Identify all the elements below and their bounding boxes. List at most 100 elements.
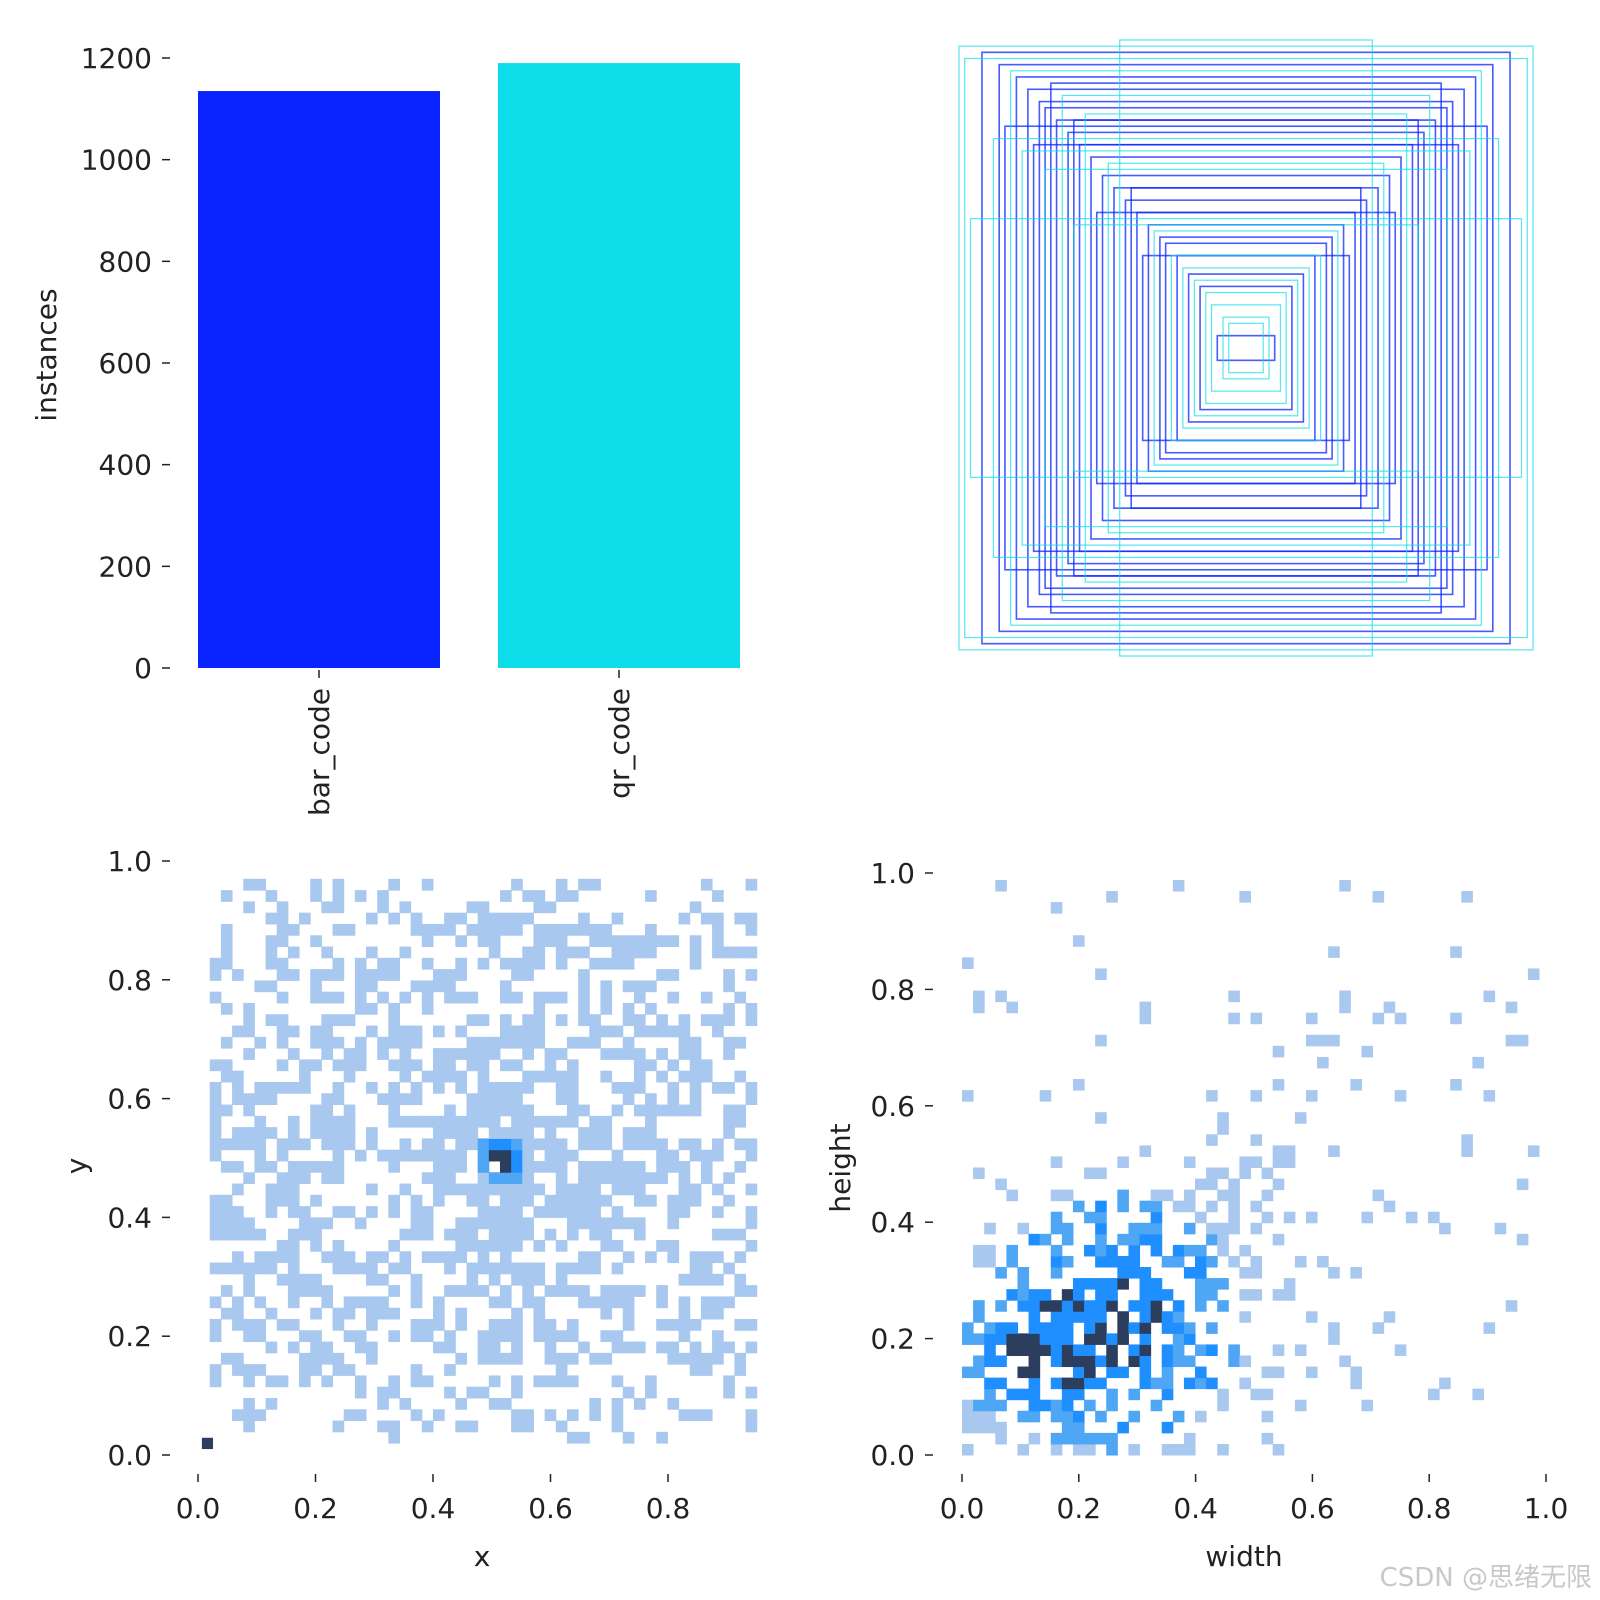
- heatmap-cell: [1173, 1444, 1185, 1456]
- heatmap-cell: [1017, 1367, 1029, 1379]
- heatmap-cell: [433, 1172, 445, 1184]
- heatmap-cell: [589, 958, 601, 970]
- heatmap-cell: [366, 1251, 378, 1263]
- heatmap-cell: [422, 1251, 434, 1263]
- heatmap-cell: [623, 1319, 635, 1331]
- heatmap-cell: [656, 1285, 668, 1297]
- heatmap-cell: [455, 1048, 467, 1060]
- heatmap-cell: [321, 947, 333, 959]
- heatmap-cell: [243, 1319, 255, 1331]
- heatmap-cell: [746, 1342, 758, 1354]
- box-outline-qr-code: [1045, 169, 1447, 526]
- heatmap-cell: [1151, 1234, 1163, 1246]
- heatmap-cell: [1262, 1411, 1274, 1423]
- heatmap-cell: [478, 1240, 490, 1252]
- heatmap-cell: [1140, 1289, 1152, 1301]
- heatmap-cell: [455, 1161, 467, 1173]
- box-outline-qr-code: [1085, 114, 1406, 582]
- heatmap-cell: [1128, 1389, 1140, 1401]
- heatmap-cell: [221, 1138, 233, 1150]
- heatmap-cell: [243, 879, 255, 891]
- heatmap-cell: [712, 1330, 724, 1342]
- heatmap-cell: [388, 913, 400, 925]
- heatmap-cell: [1062, 1256, 1074, 1268]
- heatmap-cell: [556, 935, 568, 947]
- heatmap-cell: [333, 1150, 345, 1162]
- heatmap-cell: [623, 1285, 635, 1297]
- heatmap-cell: [567, 1353, 579, 1365]
- heatmap-cell: [500, 1150, 512, 1162]
- heatmap-cell: [589, 1161, 601, 1173]
- heatmap-cell: [1339, 1002, 1351, 1014]
- class-count-bar-chart: 020040060080010001200 bar_code qr_code in…: [30, 42, 740, 816]
- heatmap-cell: [1273, 1179, 1285, 1191]
- heatmap-cell: [973, 1422, 985, 1434]
- heatmap-cell: [511, 913, 523, 925]
- heatmap-cell: [478, 924, 490, 936]
- heatmap-cell: [433, 1082, 445, 1094]
- heatmap-cell: [1128, 1245, 1140, 1257]
- heatmap-cell: [310, 1059, 322, 1071]
- heatmap-cell: [1273, 1156, 1285, 1168]
- heatmap-cell: [1173, 1322, 1185, 1334]
- heatmap-cell: [690, 1364, 702, 1376]
- heatmap-cell: [232, 1229, 244, 1241]
- heatmap-cell: [1140, 1355, 1152, 1367]
- heatmap-cell: [1184, 1156, 1196, 1168]
- heatmap-cell: [1250, 1256, 1262, 1268]
- heatmap-cell: [1461, 1134, 1473, 1146]
- bar-y-tick-label: 0: [134, 652, 152, 685]
- heatmap-cell: [567, 1409, 579, 1421]
- heatmap-cell: [1273, 1046, 1285, 1058]
- heatmap-cell: [545, 1059, 557, 1071]
- heatmap-cell: [411, 1285, 423, 1297]
- heatmap-cell: [254, 980, 266, 992]
- heatmap-cell: [355, 1048, 367, 1060]
- heatmap-cell: [511, 1172, 523, 1184]
- heatmap-cell: [690, 1263, 702, 1275]
- heatmap-cell: [1062, 1322, 1074, 1334]
- heatmap-cell: [1273, 1444, 1285, 1456]
- heatmap-cell: [299, 1364, 311, 1376]
- heatmap-cell: [589, 1409, 601, 1421]
- heatmap-cell: [1128, 1411, 1140, 1423]
- heatmap-cell: [556, 1161, 568, 1173]
- heatmap-cell: [623, 1082, 635, 1094]
- heatmap-cell: [333, 969, 345, 981]
- heatmap-cell: [1140, 1322, 1152, 1334]
- heatmap-cell: [266, 958, 278, 970]
- heatmap-cell: [600, 1308, 612, 1320]
- heatmap-cell: [600, 1138, 612, 1150]
- heatmap-cell: [277, 901, 289, 913]
- heatmap-cell: [973, 1245, 985, 1257]
- heatmap-cell: [1040, 1400, 1052, 1412]
- heatmap-cell: [1017, 1278, 1029, 1290]
- heatmap-cell: [1373, 1322, 1385, 1334]
- heatmap-cell: [444, 992, 456, 1004]
- heatmap-cell: [578, 1003, 590, 1015]
- heatmap-cell: [545, 1048, 557, 1060]
- heatmap-cell: [310, 980, 322, 992]
- heatmap-cell: [1140, 1367, 1152, 1379]
- heatmap-cell: [1195, 1378, 1207, 1390]
- heatmap-cell: [656, 1026, 668, 1038]
- heatmap-cell: [612, 1375, 624, 1387]
- heatmap-cell: [1339, 880, 1351, 892]
- heatmap-cell: [1206, 1278, 1218, 1290]
- heatmap-cell: [1273, 1289, 1285, 1301]
- heatmap-cell: [411, 1093, 423, 1105]
- heatmap-cell: [210, 1195, 222, 1207]
- heatmap-cell: [210, 1138, 222, 1150]
- heatmap-cell: [667, 1398, 679, 1410]
- heatmap-cell: [1384, 1201, 1396, 1213]
- heatmap-cell: [667, 1105, 679, 1117]
- heatmap-cell: [411, 1059, 423, 1071]
- heatmap-cell: [567, 924, 579, 936]
- heatmap-cell: [1073, 1422, 1085, 1434]
- heatmap-cell: [310, 1037, 322, 1049]
- box-outline-qr-code: [1223, 317, 1269, 379]
- heatmap-cell: [333, 1116, 345, 1128]
- heatmap-cell: [567, 1184, 579, 1196]
- heatmap-cell: [1140, 1344, 1152, 1356]
